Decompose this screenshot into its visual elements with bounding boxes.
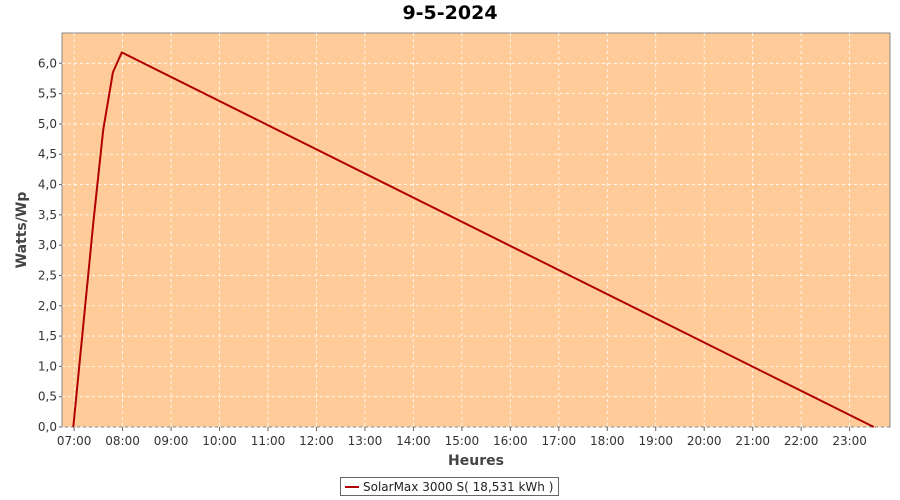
plot-area <box>61 32 891 428</box>
x-tick-label: 19:00 <box>638 434 673 448</box>
series-line <box>72 51 875 428</box>
x-tick-label: 10:00 <box>202 434 237 448</box>
x-tick-label: 09:00 <box>154 434 189 448</box>
y-tick-label: 1,5 <box>38 329 57 343</box>
x-tick-label: 11:00 <box>251 434 286 448</box>
x-tick-label: 17:00 <box>542 434 577 448</box>
x-tick-label: 13:00 <box>348 434 383 448</box>
axes: 0,0 0,5 1,0 1,5 2,0 2,5 3,0 3,5 4,0 4,5 5,0 5,5 6,0 0… <box>38 56 867 448</box>
x-tick-label: 23:00 <box>832 434 867 448</box>
x-tick-label: 14:00 <box>396 434 431 448</box>
y-axis-label: Watts/Wp <box>14 192 30 269</box>
x-axis-label: Heures <box>448 453 504 469</box>
legend-label: SolarMax 3000 S( 18,531 kWh ) <box>363 479 554 494</box>
legend-swatch <box>345 485 359 488</box>
y-tick-label: 0,5 <box>38 390 57 404</box>
y-tick-label: 3,0 <box>38 238 57 252</box>
y-tick-label: 2,5 <box>38 268 57 282</box>
y-tick-label: 2,0 <box>38 299 57 313</box>
legend: SolarMax 3000 S( 18,531 kWh ) <box>340 477 560 496</box>
x-tick-label: 20:00 <box>687 434 722 448</box>
y-tick-label: 5,5 <box>38 87 57 101</box>
x-tick-label: 16:00 <box>493 434 528 448</box>
y-tick-label: 4,0 <box>38 178 57 192</box>
y-tick-label: 0,0 <box>38 420 57 434</box>
chart-title: 9-5-2024 <box>402 2 498 24</box>
x-tick-label: 15:00 <box>445 434 480 448</box>
y-tick-label: 3,5 <box>38 208 57 222</box>
x-tick-label: 07:00 <box>57 434 92 448</box>
y-tick-label: 4,5 <box>38 147 57 161</box>
x-tick-label: 18:00 <box>590 434 625 448</box>
y-tick-label: 1,0 <box>38 359 57 373</box>
x-tick-label: 21:00 <box>735 434 770 448</box>
x-tick-label: 12:00 <box>299 434 334 448</box>
y-tick-label: 6,0 <box>38 56 57 70</box>
x-tick-label: 22:00 <box>784 434 819 448</box>
series-layer <box>72 51 875 428</box>
x-tick-label: 08:00 <box>105 434 140 448</box>
y-tick-label: 5,0 <box>38 117 57 131</box>
